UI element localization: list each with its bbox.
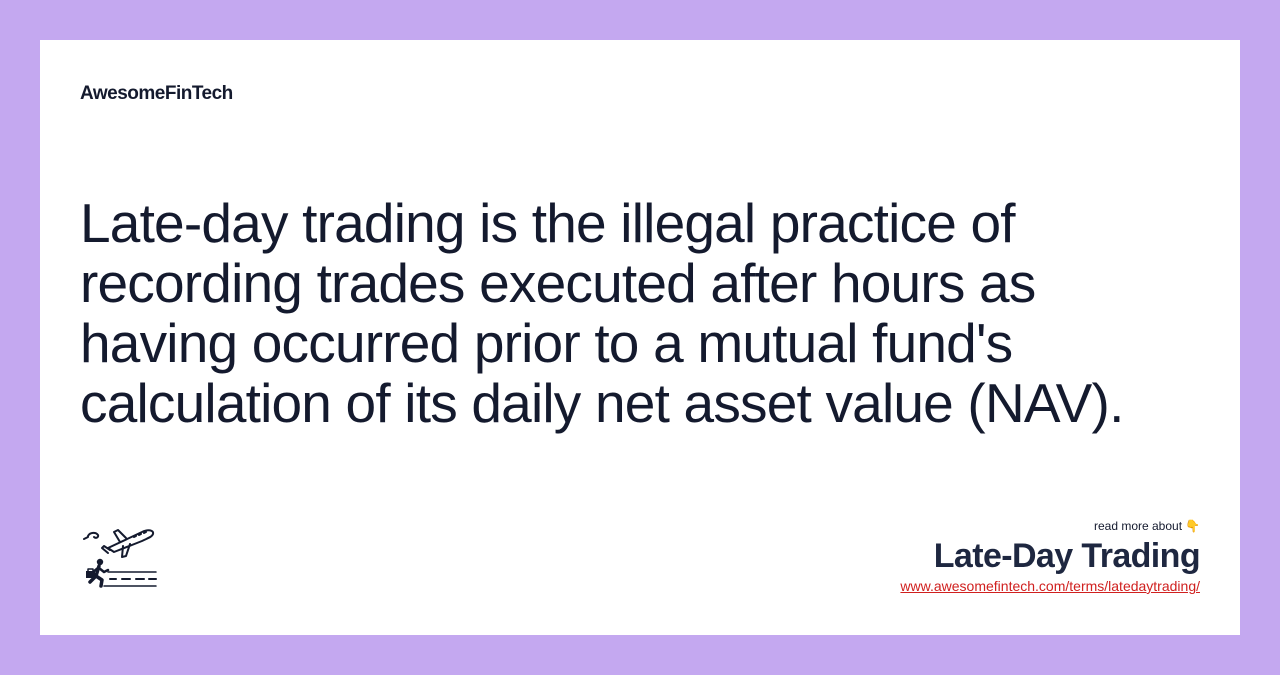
read-more-section: read more about 👇 Late-Day Trading www.aw… — [900, 518, 1200, 596]
airplane-runner-icon — [82, 524, 160, 590]
term-url-link[interactable]: www.awesomefintech.com/terms/latedaytrad… — [900, 578, 1200, 594]
card: AwesomeFinTech Late-day trading is the i… — [40, 40, 1240, 635]
read-more-label-row: read more about 👇 — [900, 518, 1200, 534]
term-title[interactable]: Late-Day Trading — [933, 537, 1201, 575]
brand-logo[interactable]: AwesomeFinTech — [80, 83, 233, 104]
definition-text: Late-day trading is the illegal practice… — [80, 192, 1124, 434]
read-more-label: read more about — [1093, 519, 1183, 533]
pointing-down-icon: 👇 — [1185, 519, 1200, 533]
